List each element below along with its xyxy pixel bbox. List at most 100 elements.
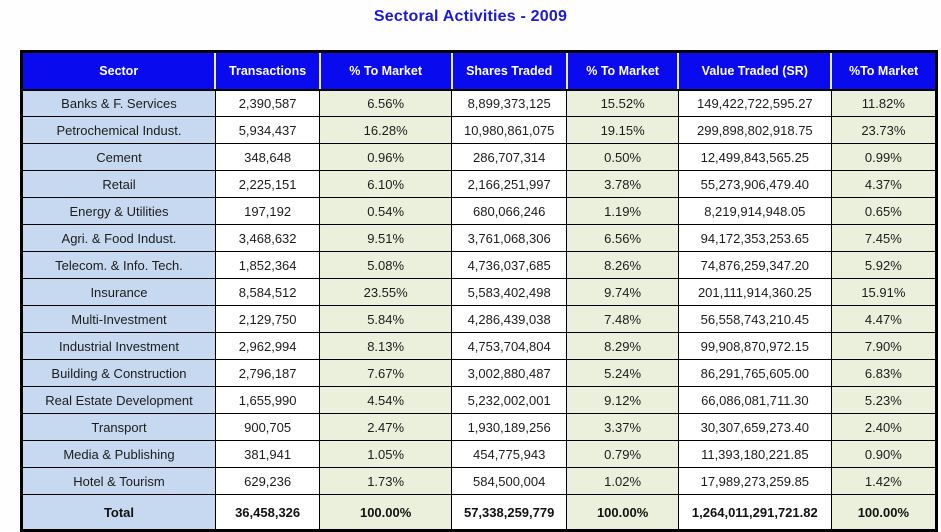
table-header: Sector Transactions % To Market Shares Trad… xyxy=(21,51,937,91)
value-cell: 5.23% xyxy=(830,386,938,414)
value-cell: 0.65% xyxy=(830,197,938,225)
value-cell: 900,705 xyxy=(214,413,321,441)
value-cell: 7.90% xyxy=(830,332,938,360)
column-header: Sector xyxy=(21,51,217,91)
value-cell: 4,286,439,038 xyxy=(451,305,568,333)
column-header: %To Market xyxy=(831,51,937,91)
value-cell: 3,468,632 xyxy=(214,224,321,252)
value-cell: 149,422,722,595.27 xyxy=(677,89,832,117)
value-cell: 0.90% xyxy=(830,440,938,468)
table-row: Building & Construction 2,796,187 7.67% 3,0… xyxy=(21,359,938,387)
value-cell: 2,962,994 xyxy=(214,332,321,360)
value-cell: 5,583,402,498 xyxy=(451,278,568,306)
value-cell: 9.51% xyxy=(319,224,453,252)
table-body: Banks & F. Services 2,390,587 6.56% 8,899,3… xyxy=(21,89,938,531)
header-row: Sector Transactions % To Market Shares Trad… xyxy=(21,51,937,91)
sector-name-cell: Real Estate Development xyxy=(21,386,216,414)
column-header: Transactions xyxy=(215,51,321,91)
value-cell: 5,934,437 xyxy=(214,116,321,144)
value-cell: 12,499,843,565.25 xyxy=(677,143,832,171)
value-cell: 8,584,512 xyxy=(214,278,321,306)
table-row: Banks & F. Services 2,390,587 6.56% 8,899,3… xyxy=(21,89,938,117)
value-cell: 381,941 xyxy=(214,440,321,468)
value-cell: 6.56% xyxy=(319,89,453,117)
value-cell: 7.45% xyxy=(830,224,938,252)
value-cell: 5.92% xyxy=(830,251,938,279)
value-cell: 0.50% xyxy=(566,143,679,171)
sector-name-cell: Transport xyxy=(21,413,216,441)
value-cell: 4.47% xyxy=(830,305,938,333)
value-cell: 6.83% xyxy=(830,359,938,387)
sector-name-cell: Energy & Utilities xyxy=(21,197,216,225)
sector-name-cell: Hotel & Tourism xyxy=(21,467,216,495)
total-value-cell: 57,338,259,779 xyxy=(451,494,568,531)
value-cell: 2.40% xyxy=(830,413,938,441)
table-row: Industrial Investment 2,962,994 8.13% 4,753… xyxy=(21,332,938,360)
table-row: Media & Publishing 381,941 1.05% 454,775,94… xyxy=(21,440,938,468)
total-value-cell: 100.00% xyxy=(319,494,453,531)
table-row: Cement 348,648 0.96% 286,707,314 0.50% 12,499… xyxy=(21,143,938,171)
value-cell: 94,172,353,253.65 xyxy=(677,224,832,252)
value-cell: 23.73% xyxy=(830,116,938,144)
sector-name-cell: Banks & F. Services xyxy=(21,89,216,117)
table-row: Insurance 8,584,512 23.55% 5,583,402,498 9.7… xyxy=(21,278,938,306)
value-cell: 4.37% xyxy=(830,170,938,198)
table-row: Petrochemical Indust. 5,934,437 16.28% 10,9… xyxy=(21,116,938,144)
value-cell: 1,930,189,256 xyxy=(451,413,568,441)
value-cell: 6.56% xyxy=(566,224,679,252)
page-title: Sectoral Activities - 2009 xyxy=(373,8,568,25)
value-cell: 1.19% xyxy=(566,197,679,225)
value-cell: 19.15% xyxy=(566,116,679,144)
total-value-cell: 100.00% xyxy=(566,494,679,531)
sector-table-container: Sector Transactions % To Market Shares Trad… xyxy=(20,50,938,532)
value-cell: 680,066,246 xyxy=(451,197,568,225)
table-row: Retail 2,225,151 6.10% 2,166,251,997 3.78% 55… xyxy=(21,170,938,198)
total-value-cell: 1,264,011,291,721.82 xyxy=(677,494,832,531)
value-cell: 9.74% xyxy=(566,278,679,306)
column-header: Shares Traded xyxy=(451,51,568,91)
value-cell: 30,307,659,273.40 xyxy=(677,413,832,441)
table-row: Telecom. & Info. Tech. 1,852,364 5.08% 4,73… xyxy=(21,251,938,279)
value-cell: 4,753,704,804 xyxy=(451,332,568,360)
value-cell: 10,980,861,075 xyxy=(451,116,568,144)
value-cell: 8.13% xyxy=(319,332,453,360)
value-cell: 15.91% xyxy=(830,278,938,306)
value-cell: 2,166,251,997 xyxy=(451,170,568,198)
total-value-cell: 100.00% xyxy=(830,494,938,531)
sector-name-cell: Agri. & Food Indust. xyxy=(21,224,216,252)
value-cell: 201,111,914,360.25 xyxy=(677,278,832,306)
total-label-cell: Total xyxy=(21,494,216,531)
value-cell: 4,736,037,685 xyxy=(451,251,568,279)
value-cell: 0.96% xyxy=(319,143,453,171)
sector-name-cell: Petrochemical Indust. xyxy=(21,116,216,144)
value-cell: 8,899,373,125 xyxy=(451,89,568,117)
table-row: Agri. & Food Indust. 3,468,632 9.51% 3,761,… xyxy=(21,224,938,252)
value-cell: 629,236 xyxy=(214,467,321,495)
value-cell: 2,390,587 xyxy=(214,89,321,117)
value-cell: 1,655,990 xyxy=(214,386,321,414)
value-cell: 56,558,743,210.45 xyxy=(677,305,832,333)
value-cell: 74,876,259,347.20 xyxy=(677,251,832,279)
value-cell: 66,086,081,711.30 xyxy=(677,386,832,414)
value-cell: 5.24% xyxy=(566,359,679,387)
value-cell: 8.29% xyxy=(566,332,679,360)
value-cell: 8,219,914,948.05 xyxy=(677,197,832,225)
value-cell: 0.79% xyxy=(566,440,679,468)
value-cell: 5,232,002,001 xyxy=(451,386,568,414)
column-header: % To Market xyxy=(566,51,680,91)
total-value-cell: 36,458,326 xyxy=(214,494,321,531)
value-cell: 16.28% xyxy=(319,116,453,144)
value-cell: 6.10% xyxy=(319,170,453,198)
value-cell: 3.78% xyxy=(566,170,679,198)
value-cell: 2.47% xyxy=(319,413,453,441)
value-cell: 3.37% xyxy=(566,413,679,441)
value-cell: 23.55% xyxy=(319,278,453,306)
value-cell: 2,796,187 xyxy=(214,359,321,387)
value-cell: 1.42% xyxy=(830,467,938,495)
value-cell: 2,225,151 xyxy=(214,170,321,198)
sector-name-cell: Cement xyxy=(21,143,216,171)
column-header: Value Traded (SR) xyxy=(678,51,833,91)
value-cell: 3,002,880,487 xyxy=(451,359,568,387)
value-cell: 454,775,943 xyxy=(451,440,568,468)
